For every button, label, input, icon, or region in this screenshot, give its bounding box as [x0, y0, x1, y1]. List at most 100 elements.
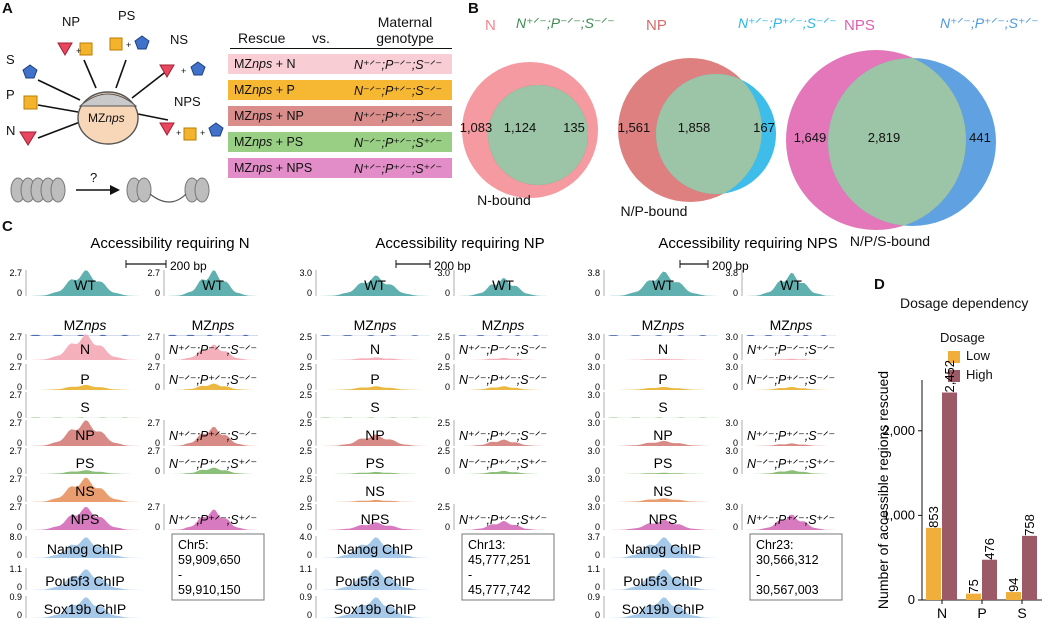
- axis-max: 0.9: [587, 592, 600, 602]
- right-track: 3.8 0 WT: [725, 268, 836, 298]
- track-genotype-label: N⁺ᐟ⁻;P⁺ᐟ⁻;S⁻ᐟ⁻: [459, 429, 547, 443]
- bar-value-label: 853: [926, 506, 941, 528]
- signal-track: [608, 335, 718, 336]
- axis-zero: 0: [17, 550, 22, 560]
- chip-track-pou: 1.1 0 Pou5f3 ChIP: [587, 564, 718, 592]
- axis-max: 2.7: [9, 502, 22, 512]
- venn-count: 1,858: [678, 120, 711, 135]
- venn-count: 2,819: [868, 130, 901, 145]
- axis-max: 2.5: [299, 362, 312, 372]
- y-tick-label: 1,000: [882, 507, 915, 522]
- axis-zero: 0: [17, 610, 22, 620]
- signal-track: [30, 537, 140, 558]
- track-label: N: [80, 341, 90, 357]
- panel-label-b: B: [468, 0, 479, 17]
- axis-max: 2.5: [299, 390, 312, 400]
- axis-max: 2.7: [9, 268, 22, 278]
- signal-track: [30, 597, 140, 618]
- axis-max: 2.5: [437, 362, 450, 372]
- track-label: Nanog ChIP: [625, 541, 701, 557]
- right-track: 2.5 0 N⁻ᐟ⁻;P⁺ᐟ⁻;S⁺ᐟ⁻: [437, 446, 548, 476]
- svg-text:+: +: [76, 46, 81, 56]
- axis-max: 8.0: [9, 532, 22, 542]
- dosage-bar-chart: Number of accessible regions rescued 0 1,0…: [876, 360, 1042, 621]
- coordinate-line: 45,777,742: [468, 583, 531, 597]
- coordinate-box: Chr5:59,909,650-59,910,150: [171, 533, 265, 601]
- axis-max: 3.0: [725, 446, 738, 456]
- axis-zero: 0: [17, 382, 22, 392]
- legend-swatch-high: [948, 370, 960, 382]
- axis-max: 0.9: [9, 592, 22, 602]
- venn-count: 135: [563, 120, 585, 135]
- right-track: MZnps: [458, 317, 548, 336]
- factor-label-ns: NS: [170, 32, 189, 47]
- track-label: Nanog ChIP: [337, 541, 413, 557]
- factor-label-nps: NPS: [174, 94, 201, 109]
- axis-max: 2.5: [299, 474, 312, 484]
- track-ps: 2.7 0 PS: [9, 446, 140, 476]
- track-np: 2.5 0 NP: [299, 418, 430, 448]
- bar-high-S: [1022, 535, 1037, 600]
- rescue-condition: MZnps + N: [234, 57, 296, 71]
- track-genotype-label: N⁺ᐟ⁻;P⁺ᐟ⁻;S⁻ᐟ⁻: [747, 429, 835, 443]
- axis-zero: 0: [307, 410, 312, 420]
- axis-max: 1.1: [587, 564, 600, 574]
- venn-right-label: N⁺ᐟ⁻;P⁺ᐟ⁻;S⁺ᐟ⁻: [940, 15, 1039, 31]
- track-label: N: [370, 341, 380, 357]
- right-track: 3.0 0 N⁻ᐟ⁻;P⁺ᐟ⁻;S⁻ᐟ⁻: [725, 362, 836, 392]
- svg-text:+: +: [176, 128, 181, 138]
- track-genotype-label: N⁻ᐟ⁻;P⁺ᐟ⁻;S⁺ᐟ⁻: [747, 457, 835, 471]
- venn-count: 1,124: [504, 120, 537, 135]
- axis-zero: 0: [595, 494, 600, 504]
- signal-track: [320, 522, 430, 530]
- track-p: 3.0 0 P: [587, 362, 718, 392]
- right-track: 2.7 0 N⁻ᐟ⁻;P⁺ᐟ⁻;S⁺ᐟ⁻: [147, 446, 258, 476]
- axis-max: 3.0: [587, 390, 600, 400]
- svg-text:+: +: [181, 66, 186, 76]
- panel-label-d: D: [874, 276, 885, 293]
- axis-zero: 0: [445, 438, 450, 448]
- table-header-maternal: Maternal genotype: [376, 14, 434, 46]
- axis-max: 3.0: [587, 474, 600, 484]
- bar-value-label: 94: [1006, 578, 1021, 592]
- axis-zero: 0: [595, 410, 600, 420]
- axis-max: 2.7: [9, 418, 22, 428]
- chip-track-pou: 1.1 0 Pou5f3 ChIP: [299, 564, 430, 592]
- venn-left-label: NP: [646, 17, 667, 34]
- axis-max: 3.7: [587, 532, 600, 542]
- track-label: NPS: [649, 511, 678, 527]
- scale-bar-label: 200 bp: [434, 259, 471, 273]
- right-track: 2.5 0 N⁻ᐟ⁻;P⁺ᐟ⁻;S⁻ᐟ⁻: [437, 362, 548, 392]
- track-label: Pou5f3 ChIP: [45, 573, 124, 589]
- axis-max: 0.9: [299, 592, 312, 602]
- chart-title: Dosage dependency: [900, 295, 1029, 311]
- rescue-row: MZnps + PS N⁻ᐟ⁻;P⁺ᐟ⁻;S⁺ᐟ⁻: [228, 132, 452, 152]
- coordinate-box: Chr23:30,566,312-30,567,003: [749, 533, 843, 601]
- venn-right-label: N⁺ᐟ⁻;P⁺ᐟ⁻;S⁻ᐟ⁻: [738, 15, 837, 31]
- right-track: 3.0 0 N⁺ᐟ⁻;P⁻ᐟ⁻;S⁻ᐟ⁻: [725, 332, 836, 362]
- signal-track: [458, 470, 548, 474]
- svg-text:+: +: [126, 40, 131, 50]
- venn-overlap: [488, 85, 588, 185]
- axis-max: 2.7: [9, 446, 22, 456]
- chip-track-nanog: 4.0 0 Nanog ChIP: [299, 532, 430, 560]
- bar-high-N: [942, 392, 957, 600]
- question-mark: ?: [90, 170, 98, 185]
- factor-label-ps: PS: [118, 8, 136, 23]
- signal-track: [608, 440, 718, 446]
- track-label: WT: [202, 277, 224, 293]
- signal-track: [608, 386, 718, 390]
- track-label: WT: [780, 277, 802, 293]
- axis-max: 3.8: [587, 268, 600, 278]
- venn-left-label: NPS: [844, 17, 875, 34]
- track-label: NPS: [361, 511, 390, 527]
- track-genotype-label: N⁺ᐟ⁻;P⁺ᐟ⁻;S⁻ᐟ⁻: [169, 429, 257, 443]
- axis-zero: 0: [595, 382, 600, 392]
- right-track: 2.7 0 N⁺ᐟ⁻;P⁺ᐟ⁻;S⁺ᐟ⁻: [147, 502, 258, 532]
- signal-track: [458, 439, 548, 446]
- chip-track-sox: 0.9 0 Sox19b ChIP: [299, 592, 430, 620]
- track-wt: 2.7 0 WT: [9, 268, 140, 298]
- axis-zero: 0: [445, 352, 450, 362]
- axis-max: 2.7: [9, 332, 22, 342]
